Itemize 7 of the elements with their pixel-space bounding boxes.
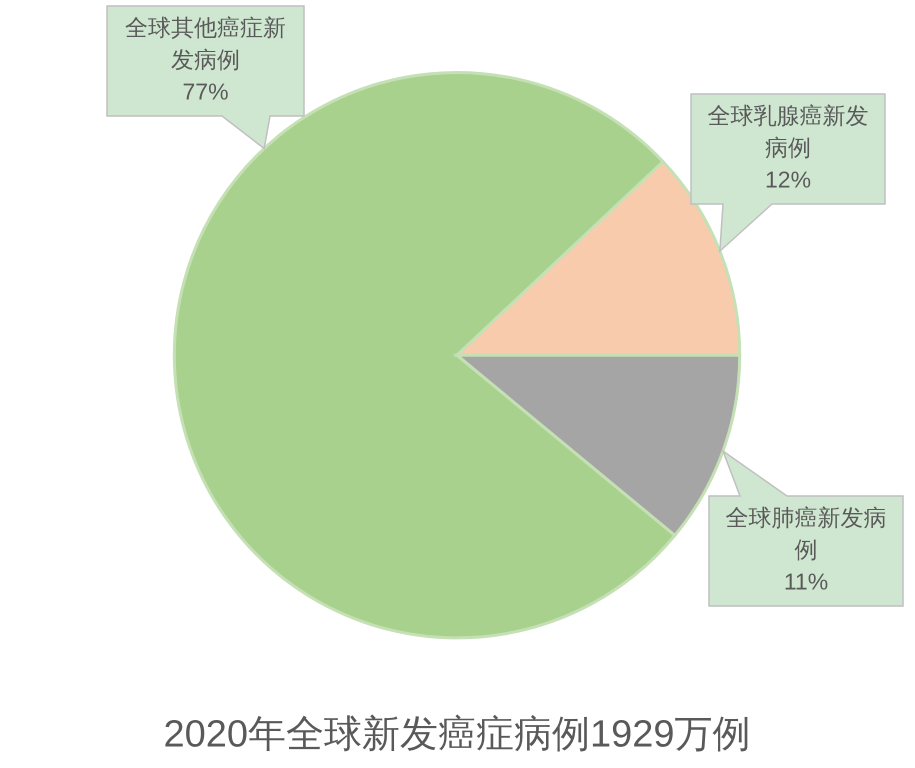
data-label: 77%	[182, 78, 229, 104]
slice-label: 全球乳腺癌新发病例	[708, 102, 868, 160]
text: 2020年全球新发癌症病例1929万例	[163, 714, 751, 756]
data-label: 11%	[784, 568, 828, 594]
slice-label: 全球其他癌症新发病例	[125, 14, 286, 72]
data-label: 12%	[764, 166, 812, 192]
slice-label: 全球肺癌新发病例	[726, 504, 886, 562]
